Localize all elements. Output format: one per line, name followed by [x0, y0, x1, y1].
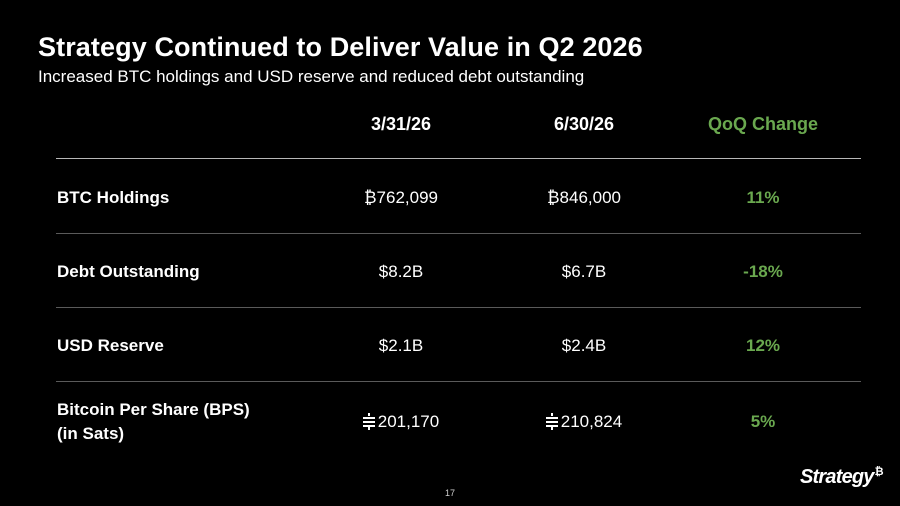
cell-usd-change: 12% — [745, 336, 781, 355]
cell-btc-change: 11% — [746, 188, 780, 207]
row-label-debt-outstanding: Debt Outstanding — [57, 262, 200, 281]
cell-usd-q1: $2.1B — [378, 336, 424, 355]
strategy-logo: Strategy₿ — [800, 466, 884, 489]
satoshi-icon — [545, 412, 558, 430]
cell-bps-q1-value: 201,170 — [377, 412, 440, 431]
cell-bps-q2-value: 210,824 — [560, 412, 623, 431]
header-divider — [56, 158, 861, 159]
bitcoin-icon: ₿ — [874, 466, 884, 479]
cell-bps-q1: 201,170 — [321, 410, 481, 434]
row-divider — [56, 233, 861, 234]
row-divider — [56, 381, 861, 382]
row-label-usd-reserve: USD Reserve — [57, 336, 164, 355]
cell-debt-q1: $8.2B — [378, 262, 424, 281]
cell-btc-q2: ₿846,000 — [546, 188, 622, 207]
row-label-bps-line2: (in Sats) — [57, 424, 125, 443]
cell-usd-q2: $2.4B — [561, 336, 607, 355]
slide-title: Strategy Continued to Deliver Value in Q… — [38, 32, 643, 62]
row-divider — [56, 307, 861, 308]
satoshi-icon — [362, 412, 375, 430]
cell-debt-q2: $6.7B — [561, 262, 607, 281]
cell-btc-q1: ₿762,099 — [363, 188, 439, 207]
header-qoq-change: QoQ Change — [707, 114, 818, 134]
cell-bps-q2: 210,824 — [504, 410, 664, 434]
slide-subtitle: Increased BTC holdings and USD reserve a… — [38, 67, 585, 86]
cell-bps-change: 5% — [750, 412, 776, 431]
cell-debt-change: -18% — [743, 262, 783, 281]
row-label-bps-line1: Bitcoin Per Share (BPS) — [57, 400, 250, 419]
header-q1: 3/31/26 — [370, 114, 432, 134]
row-label-bps: Bitcoin Per Share (BPS) (in Sats) — [57, 398, 250, 446]
header-q2: 6/30/26 — [553, 114, 615, 134]
logo-text: Strategy — [800, 466, 874, 488]
row-label-btc-holdings: BTC Holdings — [57, 188, 170, 207]
page-number: 17 — [444, 488, 455, 498]
